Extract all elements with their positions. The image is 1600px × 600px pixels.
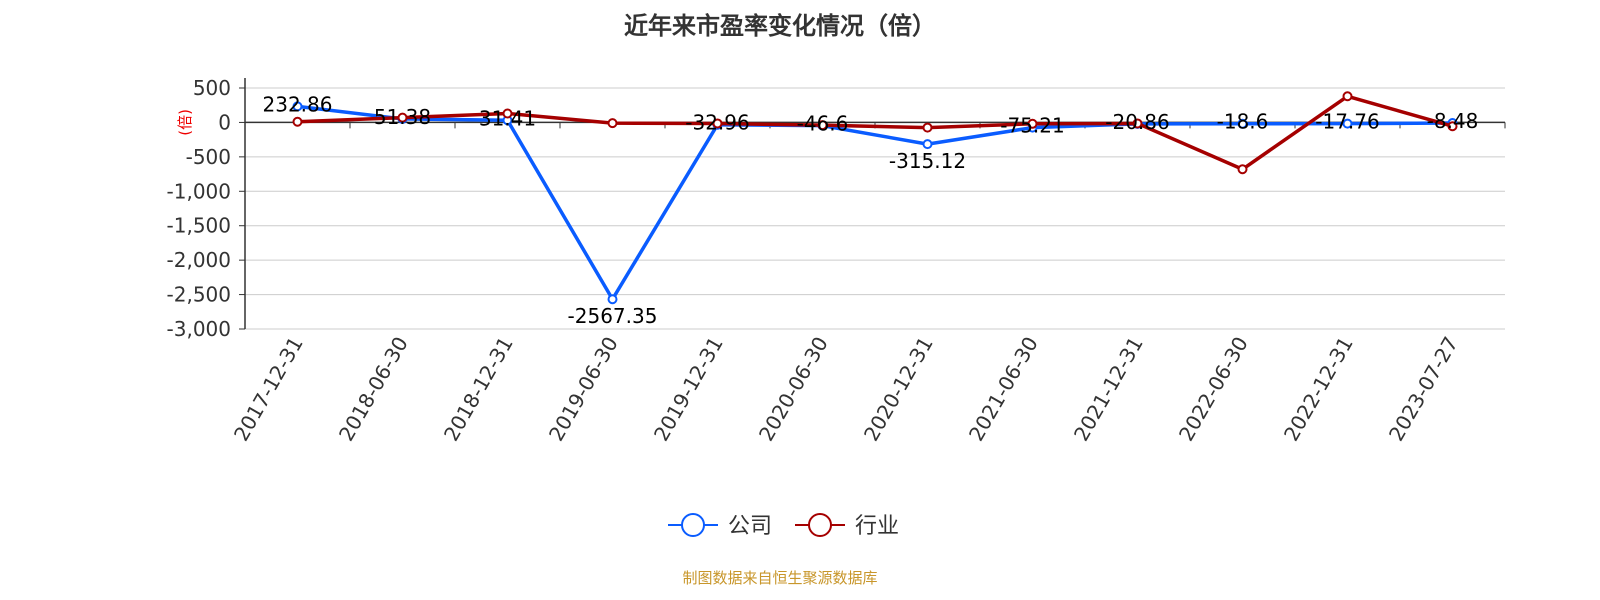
x-tick-label: 2020-06-30 [754,333,833,446]
data-label: -20.86 [1105,110,1169,134]
x-tick-label: 2022-12-31 [1279,333,1358,446]
x-tick-label: 2022-06-30 [1174,333,1253,446]
legend-marker [681,513,705,537]
data-label: -46.6 [797,112,849,136]
data-point [502,108,513,119]
data-point [1027,118,1038,129]
x-tick-label: 2019-12-31 [649,333,728,446]
y-tick-label: 500 [193,76,231,100]
data-point [712,118,723,129]
data-label: -2567.35 [568,304,658,328]
data-label: 232.86 [263,92,333,116]
series-line-company [297,104,1453,301]
data-point [1342,91,1353,102]
y-tick-label: -3,000 [167,317,231,341]
x-tick-label: 2018-06-30 [334,333,413,446]
y-tick-label: -1,500 [167,214,231,238]
data-label: -17.76 [1315,110,1379,134]
data-point [607,118,618,129]
data-point [607,294,618,305]
data-point [922,122,933,133]
data-label: -75.21 [1000,114,1064,138]
x-tick-label: 2021-12-31 [1069,333,1148,446]
x-tick-label: 2018-12-31 [439,333,518,446]
legend-marker [808,513,832,537]
x-tick-label: 2017-12-31 [229,333,308,446]
data-label: -18.6 [1217,110,1269,134]
data-point [817,120,828,131]
x-tick-label: 2021-06-30 [964,333,1043,446]
x-tick-label: 2023-07-27 [1384,333,1463,446]
data-point [397,112,408,123]
data-label: 31.41 [479,106,536,130]
legend-label: 公司 [728,514,772,539]
data-point [1342,118,1353,129]
data-source-note: 制图数据来自恒生聚源数据库 [682,569,878,587]
data-point [1237,118,1248,129]
data-point [1132,118,1143,129]
data-point [922,139,933,150]
data-label: -32.96 [685,111,749,135]
y-tick-label: -2,000 [167,248,231,272]
data-point [292,116,303,127]
y-tick-label: 0 [218,110,231,134]
series-line-industry [297,94,1453,172]
y-tick-label: -1,000 [167,179,231,203]
data-label: 51.38 [374,105,431,129]
data-point [1447,121,1458,132]
data-label: -315.12 [889,149,966,173]
data-point [292,101,303,112]
x-tick-label: 2019-06-30 [544,333,623,446]
chart-title: 近年来市盈率变化情况（倍） [624,12,936,40]
y-tick-label: -2,500 [167,283,231,307]
legend-label: 行业 [855,514,899,539]
x-tick-label: 2020-12-31 [859,333,938,446]
data-label: -8.48 [1427,109,1479,133]
y-axis-label: (倍) [176,109,194,136]
data-point [1237,164,1248,175]
y-tick-label: -500 [186,145,231,169]
